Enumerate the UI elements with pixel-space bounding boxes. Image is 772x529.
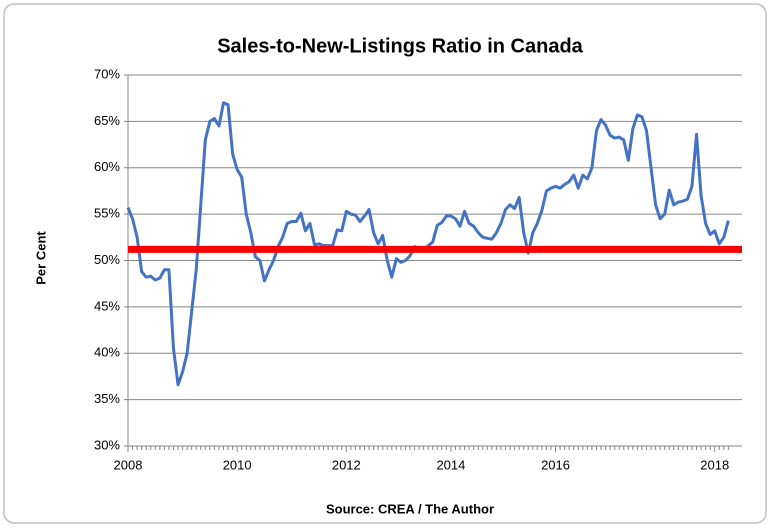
x-tick-label: 2018 (700, 457, 729, 472)
data-line (126, 101, 730, 387)
x-tick-label: 2014 (436, 457, 465, 472)
y-tick-label: 65% (94, 113, 120, 128)
y-tick-label: 50% (94, 252, 120, 267)
y-tick-label: 30% (94, 437, 120, 452)
chart-title: Sales-to-New-Listings Ratio in Canada (217, 35, 583, 57)
chart-frame (3, 3, 767, 524)
x-tick-label: 2008 (114, 457, 143, 472)
y-tick-label: 70% (94, 66, 120, 81)
source-note: Source: CREA / The Author (326, 501, 494, 516)
y-tick-label: 55% (94, 206, 120, 221)
x-tick-label: 2010 (223, 457, 252, 472)
x-tick-label: 2016 (541, 457, 570, 472)
y-tick-label: 45% (94, 298, 120, 313)
y-axis-label: Per Cent (33, 231, 48, 285)
y-tick-label: 60% (94, 159, 120, 174)
y-tick-label: 35% (94, 391, 120, 406)
x-tick-label: 2012 (332, 457, 361, 472)
y-tick-label: 40% (94, 345, 120, 360)
